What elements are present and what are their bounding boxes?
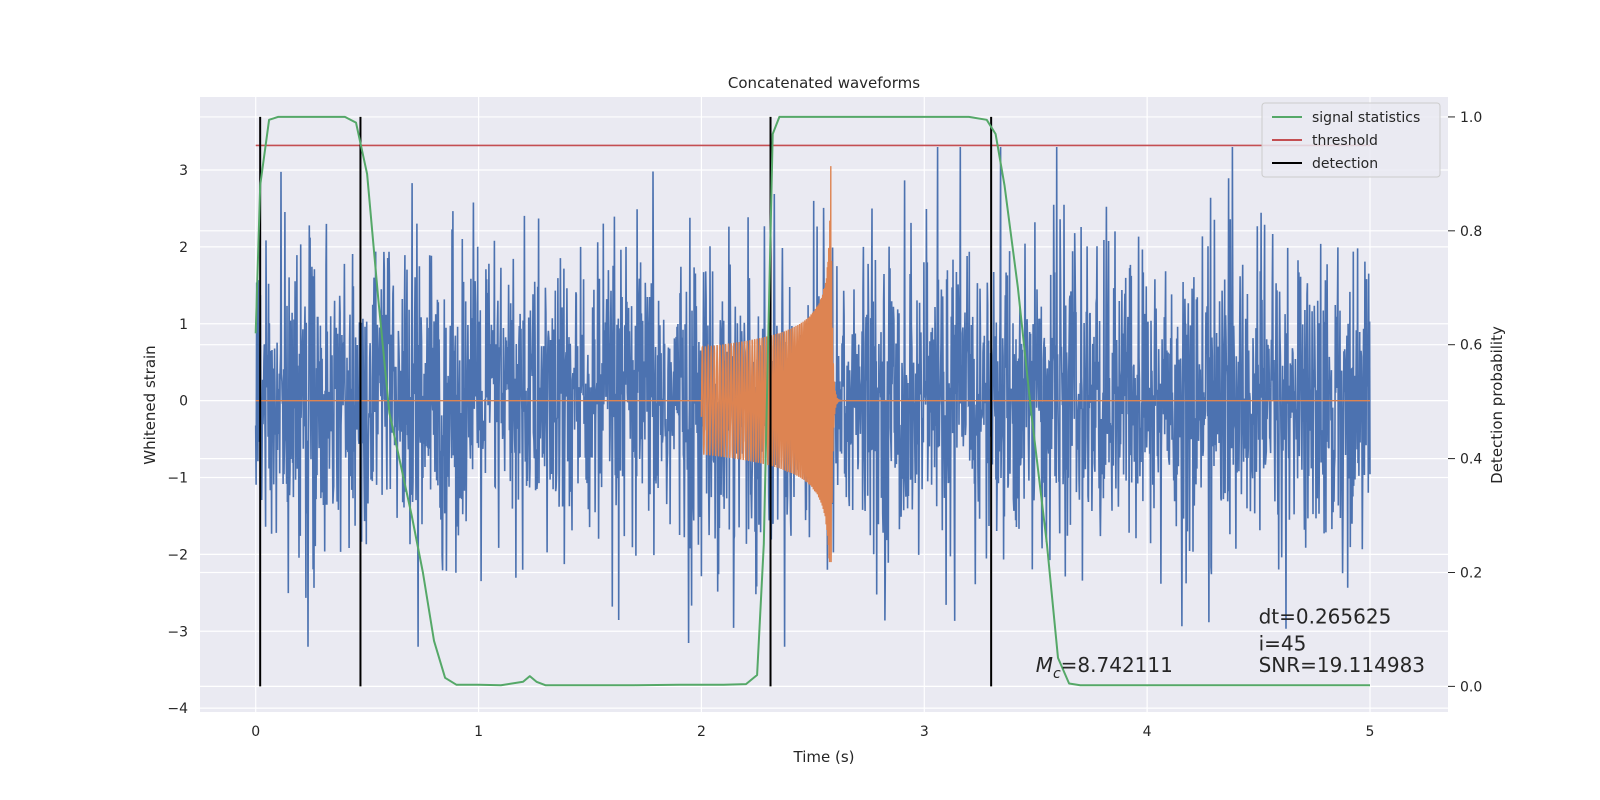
y-tick-label: −3 (167, 624, 188, 640)
legend-label: detection (1312, 156, 1378, 172)
legend-box (1261, 102, 1441, 178)
signal-statistics-line (254, 115, 1370, 687)
x-tick-label: 5 (1366, 724, 1375, 740)
y2-tick-label: 0.4 (1460, 452, 1482, 468)
y-tick-label: −4 (167, 701, 188, 717)
x-tick-label: 3 (920, 724, 929, 740)
y2-tick-label: 0.0 (1460, 679, 1482, 695)
x-tick-label: 1 (474, 724, 483, 740)
y2-tick-label: 0.6 (1460, 338, 1482, 354)
y-tick-label: −2 (167, 547, 188, 563)
x-tick-label: 4 (1143, 724, 1152, 740)
y-tick-label: 2 (179, 240, 188, 256)
ticks: 0 1 2 3 4 5 −4 −3 −2 −1 0 1 2 3 0.0 0.2 0.4 0.6 0.8 1.0 (167, 110, 1482, 740)
y2-tick-label: 1.0 (1460, 110, 1482, 126)
annotation-text: dt=0.265625 (1259, 605, 1392, 629)
y-tick-label: 3 (179, 163, 188, 179)
legend-label: signal statistics (1312, 110, 1420, 126)
legend-label: threshold (1312, 133, 1378, 149)
annotation-text: i=45 (1259, 632, 1307, 656)
y-tick-label: 0 (179, 394, 188, 410)
y2-tick-label: 0.8 (1460, 224, 1482, 240)
x-tick-label: 2 (697, 724, 706, 740)
y2-tick-label: 0.2 (1460, 565, 1482, 581)
chart-title: Concatenated waveforms (728, 74, 920, 92)
annotation-text: SNR=19.114983 (1259, 653, 1425, 677)
x-axis-label: Time (s) (793, 748, 855, 766)
y-tick-label: −1 (167, 471, 188, 487)
y2-axis-label: Detection probability (1488, 326, 1506, 484)
x-tick-label: 0 (251, 724, 260, 740)
y-tick-label: 1 (179, 317, 188, 333)
annotation-text: Mc=8.742111 (1036, 653, 1173, 682)
right-axis-series (254, 115, 1370, 687)
legend: signal statistics threshold detection (1261, 102, 1441, 178)
y-axis-label: Whitened strain (141, 345, 159, 464)
